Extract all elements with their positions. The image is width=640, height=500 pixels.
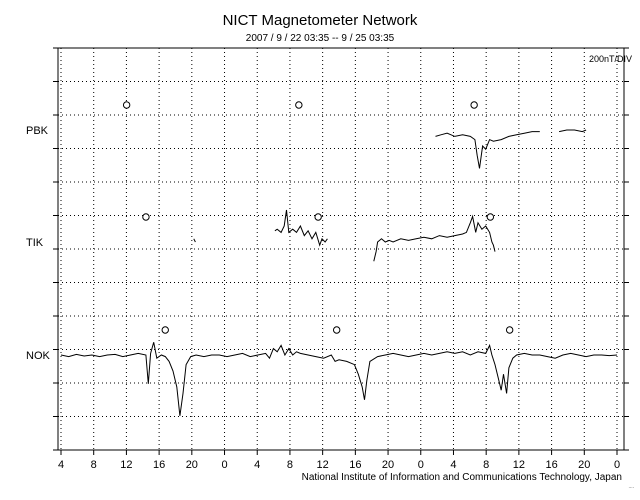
event-marker: [314, 213, 322, 221]
chart-title: NICT Magnetometer Network: [222, 12, 418, 29]
x-tick-label: 20: [186, 459, 198, 471]
x-tick-label: 12: [317, 459, 329, 471]
station-label: NOK: [26, 350, 51, 362]
chart-subtitle: 2007 / 9 / 22 03:35 -- 9 / 25 03:35: [245, 33, 395, 44]
station-traces: PBK TIK NOK: [26, 101, 618, 416]
trace-line: [274, 209, 328, 247]
x-tick-label: 0: [614, 459, 620, 471]
event-marker: [486, 213, 495, 221]
x-tick-label: 4: [450, 459, 456, 471]
x-tick-label: 16: [545, 459, 557, 471]
y-ticks: [53, 47, 629, 451]
trace-line: [558, 129, 587, 133]
x-tick-label: 8: [483, 459, 489, 471]
event-marker: [470, 101, 478, 109]
scale-label: 200nT/DIV: [588, 54, 632, 64]
station-label: TIK: [26, 237, 44, 249]
station-nok: NOK: [26, 326, 618, 416]
grid-lines: [58, 48, 624, 450]
event-marker: [505, 326, 514, 334]
x-tick-label: 8: [91, 459, 97, 471]
x-tick-label: 0: [221, 459, 227, 471]
trace-line: [435, 131, 540, 169]
x-tick-label: 20: [578, 459, 590, 471]
event-marker: [142, 213, 150, 221]
x-tick-label: 20: [382, 459, 394, 471]
event-marker: [295, 101, 303, 109]
trace-line: [373, 214, 496, 262]
event-marker: [122, 101, 131, 109]
corner-mark: ....: [628, 484, 634, 490]
x-tick-label: 4: [254, 459, 260, 471]
x-tick-label: 12: [513, 459, 525, 471]
x-tick-label: 0: [418, 459, 424, 471]
event-marker: [161, 326, 169, 334]
event-marker: [332, 326, 341, 334]
trace-line: [60, 342, 618, 416]
station-pbk: PBK: [26, 101, 587, 169]
x-axis: 4 8 12 16 20 0 4 8 12 16 20 0 4 8 12 16 20 0: [58, 450, 620, 471]
x-tick-label: 8: [287, 459, 293, 471]
station-label: PBK: [26, 125, 49, 137]
trace-line: [193, 238, 196, 243]
credit-text: National Institute of Information and Co…: [301, 472, 622, 483]
x-tick-label: 16: [153, 459, 165, 471]
x-tick-label: 16: [349, 459, 361, 471]
x-tick-label: 12: [120, 459, 132, 471]
x-tick-label: 4: [58, 459, 64, 471]
station-tik: TIK: [26, 209, 496, 262]
